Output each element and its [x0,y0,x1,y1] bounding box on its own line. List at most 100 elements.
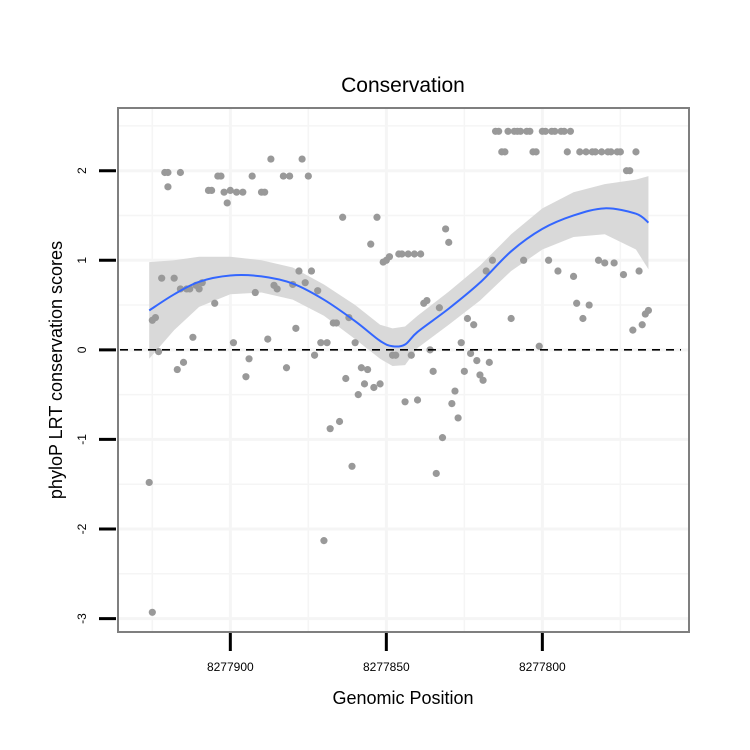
x-axis: 8277900 8277850 8277800 [207,633,566,674]
data-point [598,148,606,156]
data-point [279,172,287,180]
data-point [451,387,459,395]
data-point [560,127,568,135]
data-point [226,186,234,195]
data-point [217,172,225,180]
x-tick-label: 8277850 [363,660,410,674]
data-point [173,365,181,374]
data-point [632,148,640,156]
smooth-trend-line [148,207,650,348]
data-point [616,148,624,156]
data-point [317,339,325,347]
data-point [607,148,615,156]
data-point [364,365,372,374]
data-point [189,333,197,341]
data-point [526,127,534,135]
data-point [392,351,400,359]
data-point [520,256,528,264]
data-point [307,267,316,275]
data-point [532,148,540,156]
data-point [473,356,481,365]
data-point [551,127,559,135]
data-point [457,339,465,347]
data-point [273,285,281,293]
data-point [488,256,497,264]
data-point [460,367,468,375]
data-point [151,314,160,322]
y-tick-label: 1 [75,257,89,264]
data-point [541,127,550,135]
data-point [248,172,256,180]
y-tick-label: 2 [75,167,89,174]
x-axis-label: Genomic Position [332,688,473,708]
data-point [563,148,571,156]
data-point [417,250,425,258]
data-point [579,314,587,323]
x-tick-label: 8277900 [207,660,254,674]
data-point [385,253,394,261]
data-point [554,267,562,275]
data-point [282,364,291,372]
data-point [292,324,300,332]
data-point [326,425,334,433]
data-point [573,299,581,307]
data-point [267,155,275,163]
data-point [429,367,437,375]
y-axis: -3 -2 -1 0 1 2 [75,167,116,624]
y-tick-label: -3 [75,613,89,624]
data-point [582,148,590,156]
data-point [145,478,153,487]
data-point [335,417,344,426]
data-point [332,319,341,327]
data-point [404,250,412,258]
data-point [373,213,381,221]
data-point [638,321,646,329]
plot-border [117,107,690,633]
data-point [261,188,269,196]
data-point [544,256,553,264]
data-point [442,225,450,233]
data-point [610,259,618,267]
data-point [413,396,422,404]
data-point [569,272,578,280]
data-point [448,399,456,408]
data-point [629,326,637,334]
data-point [195,285,203,293]
data-point [229,339,238,347]
data-point [576,148,584,156]
data-point [264,335,272,343]
data-point [164,168,172,177]
data-point [594,256,603,264]
data-point [476,371,484,379]
data-point [342,374,350,383]
data-point [298,155,306,163]
data-point [232,188,241,196]
y-axis-label: phyloP LRT conservation scores [46,241,66,499]
data-point [376,380,384,388]
data-point [251,288,259,297]
data-point [407,351,415,359]
confidence-ribbon [149,176,649,366]
data-point [479,376,487,384]
data-point [351,339,359,347]
data-point [591,148,599,156]
data-point [176,168,185,177]
data-point [301,279,309,287]
data-point [401,398,409,406]
data-point [507,314,515,323]
data-point [170,274,178,282]
data-point [454,414,462,422]
data-point [566,127,575,135]
data-point [304,172,312,180]
data-point [220,188,228,196]
data-point [154,348,163,356]
data-point [501,148,509,156]
data-point [535,342,543,350]
data-point [286,172,294,180]
data-point [314,287,322,295]
data-point [585,301,593,309]
data-point [242,373,250,381]
chart-title: Conservation [341,74,465,97]
data-point [245,355,253,363]
